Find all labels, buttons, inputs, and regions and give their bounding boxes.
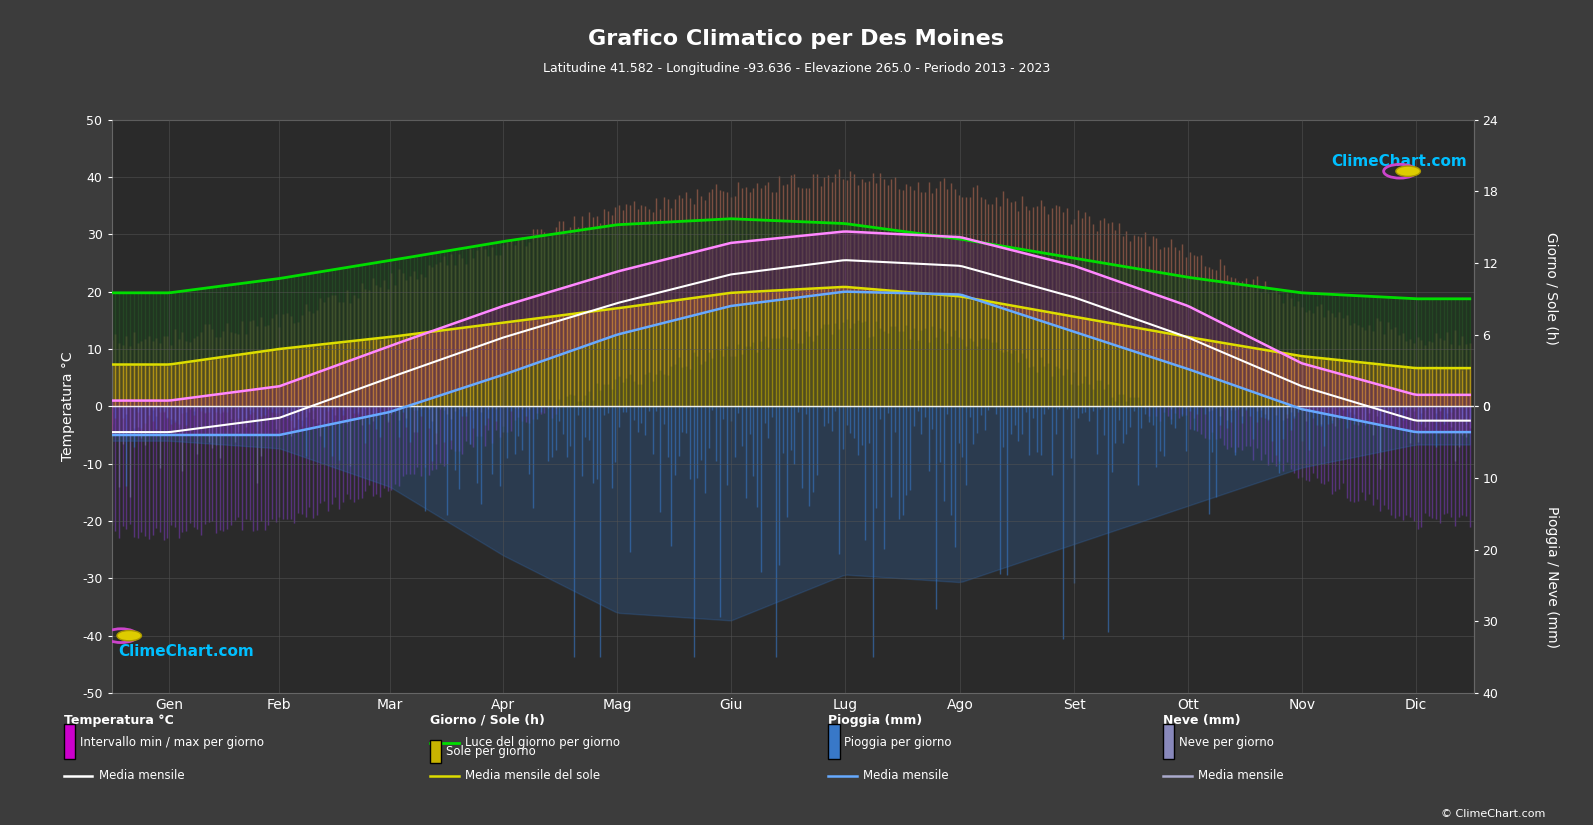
Text: ClimeChart.com: ClimeChart.com [118,644,253,658]
Text: © ClimeChart.com: © ClimeChart.com [1440,808,1545,818]
Text: Latitudine 41.582 - Longitudine -93.636 - Elevazione 265.0 - Periodo 2013 - 2023: Latitudine 41.582 - Longitudine -93.636 … [543,62,1050,75]
Y-axis label: Temperatura °C: Temperatura °C [61,351,75,461]
Text: Temperatura °C: Temperatura °C [64,714,174,727]
Text: Grafico Climatico per Des Moines: Grafico Climatico per Des Moines [588,29,1005,49]
Text: Pioggia / Neve (mm): Pioggia / Neve (mm) [1545,507,1558,648]
Text: Media mensile del sole: Media mensile del sole [465,769,601,782]
Text: Luce del giorno per giorno: Luce del giorno per giorno [465,736,620,749]
Circle shape [1395,166,1421,177]
Circle shape [116,630,142,641]
Text: Neve per giorno: Neve per giorno [1179,736,1274,749]
Text: Giorno / Sole (h): Giorno / Sole (h) [430,714,545,727]
Text: Media mensile: Media mensile [1198,769,1284,782]
Text: Media mensile: Media mensile [99,769,185,782]
Text: ClimeChart.com: ClimeChart.com [1332,154,1467,169]
Text: Sole per giorno: Sole per giorno [446,745,535,758]
Text: Pioggia (mm): Pioggia (mm) [828,714,922,727]
Text: Intervallo min / max per giorno: Intervallo min / max per giorno [80,736,264,749]
Text: Media mensile: Media mensile [863,769,949,782]
Text: Giorno / Sole (h): Giorno / Sole (h) [1545,233,1558,345]
Text: Pioggia per giorno: Pioggia per giorno [844,736,951,749]
Text: Neve (mm): Neve (mm) [1163,714,1241,727]
